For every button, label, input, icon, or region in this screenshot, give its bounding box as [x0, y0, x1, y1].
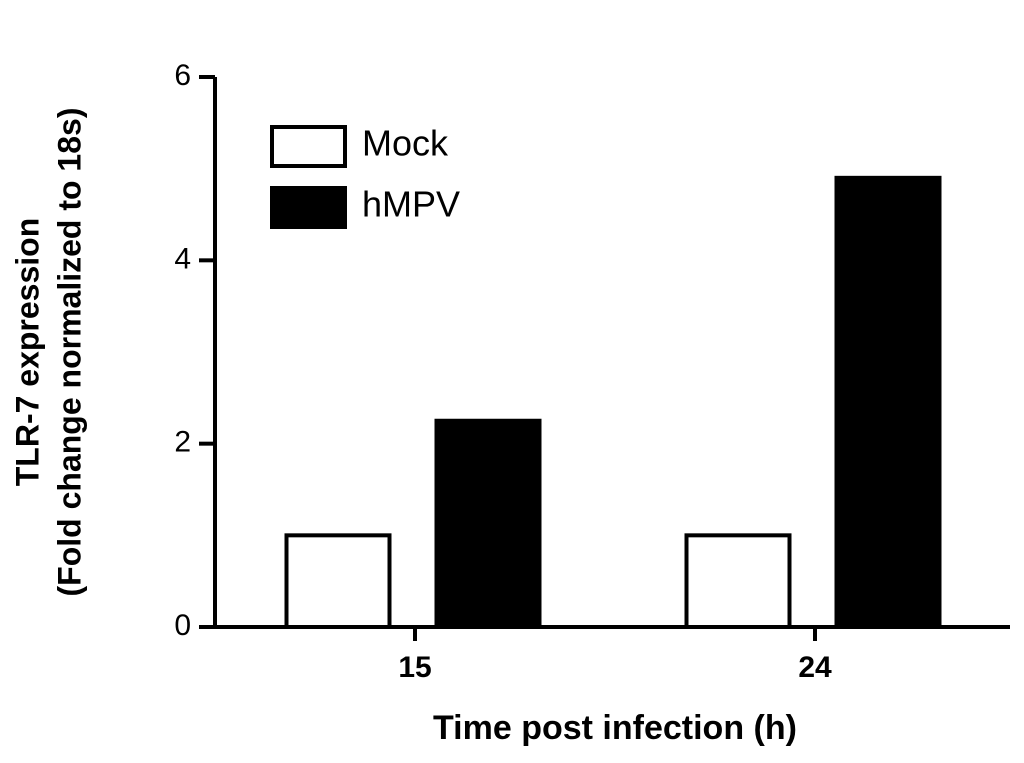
- y-tick-label: 4: [174, 242, 191, 275]
- x-tick-label: 24: [798, 651, 832, 684]
- legend-label: Mock: [362, 123, 449, 164]
- legend-swatch: [270, 125, 347, 168]
- y-axis-label: (Fold change normalized to 18s): [51, 108, 87, 597]
- y-tick-label: 6: [174, 59, 191, 92]
- y-tick-label: 0: [174, 609, 191, 642]
- bar: [834, 175, 942, 629]
- y-axis-label: TLR-7 expression: [9, 218, 45, 487]
- legend-swatch: [270, 186, 347, 229]
- bar: [434, 418, 542, 629]
- y-tick-label: 2: [174, 426, 191, 459]
- x-axis-label: Time post infection (h): [433, 709, 797, 747]
- legend-label: hMPV: [362, 184, 460, 225]
- bar: [684, 533, 792, 629]
- bar: [284, 533, 392, 629]
- x-tick-label: 15: [398, 651, 431, 684]
